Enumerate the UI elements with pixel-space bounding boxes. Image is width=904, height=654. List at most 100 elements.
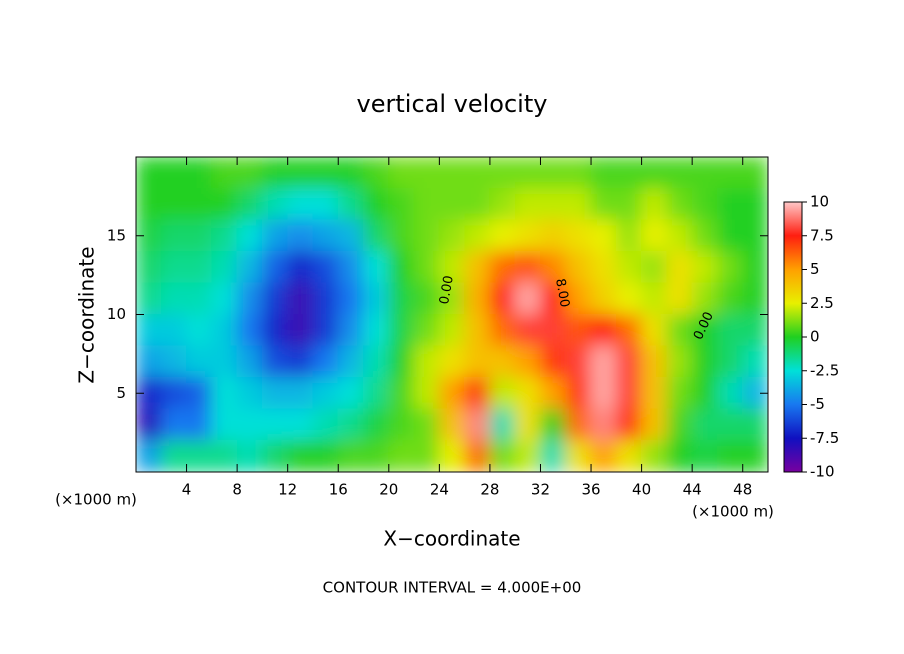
cell bbox=[287, 282, 314, 315]
colorbar-tick-label: 10 bbox=[810, 193, 829, 211]
cell bbox=[287, 377, 314, 410]
y-axis-label: Z−coordinate bbox=[75, 246, 99, 383]
cell bbox=[615, 345, 643, 378]
cell bbox=[413, 157, 440, 189]
cell bbox=[211, 314, 238, 347]
cell bbox=[742, 282, 768, 315]
cell bbox=[666, 219, 693, 252]
cell bbox=[312, 408, 339, 441]
cell bbox=[236, 345, 263, 378]
cell bbox=[236, 188, 263, 221]
cell bbox=[413, 377, 440, 410]
cell bbox=[539, 345, 567, 378]
colorbar-tick-label: -10 bbox=[810, 463, 835, 481]
cell bbox=[136, 251, 162, 284]
cell bbox=[160, 314, 188, 347]
cell bbox=[337, 251, 365, 284]
x-unit-label: (×1000 m) bbox=[55, 491, 137, 509]
cell bbox=[489, 408, 516, 441]
cell bbox=[186, 219, 213, 252]
cell bbox=[641, 251, 668, 284]
cell bbox=[539, 314, 567, 347]
cell bbox=[236, 314, 263, 347]
x-tick-label: 28 bbox=[480, 481, 499, 499]
cell bbox=[565, 219, 592, 252]
colorbar-tick-label: 2.5 bbox=[810, 294, 834, 312]
footer: CONTOUR INTERVAL = 4.000E+00 bbox=[323, 579, 582, 597]
cell bbox=[160, 157, 188, 189]
x-tick-label: 20 bbox=[379, 481, 398, 499]
cell bbox=[337, 219, 365, 252]
cell bbox=[514, 251, 541, 284]
x-unit-label: (×1000 m) bbox=[692, 503, 774, 521]
cell bbox=[388, 440, 415, 472]
cell bbox=[641, 219, 668, 252]
cell bbox=[539, 408, 567, 441]
cell bbox=[261, 251, 289, 284]
cell bbox=[666, 157, 693, 189]
cell bbox=[413, 282, 440, 315]
cell bbox=[691, 377, 718, 410]
cell bbox=[136, 440, 162, 472]
cell bbox=[641, 440, 668, 472]
y-tick-label: 10 bbox=[107, 305, 126, 323]
cell bbox=[691, 157, 718, 189]
cell bbox=[186, 345, 213, 378]
cell bbox=[337, 377, 365, 410]
cell bbox=[236, 440, 263, 472]
cell bbox=[136, 188, 162, 221]
cell bbox=[261, 188, 289, 221]
cell bbox=[312, 314, 339, 347]
cell bbox=[742, 314, 768, 347]
cell bbox=[236, 408, 263, 441]
cell bbox=[438, 440, 466, 472]
cell bbox=[438, 188, 466, 221]
field bbox=[136, 157, 768, 472]
cell bbox=[337, 314, 365, 347]
cell bbox=[337, 408, 365, 441]
cell bbox=[716, 188, 744, 221]
cell bbox=[565, 251, 592, 284]
cell bbox=[186, 377, 213, 410]
cell bbox=[413, 219, 440, 252]
cell bbox=[716, 282, 744, 315]
cell bbox=[691, 188, 718, 221]
cell bbox=[615, 314, 643, 347]
cell bbox=[136, 345, 162, 378]
cell bbox=[211, 440, 238, 472]
cell bbox=[716, 314, 744, 347]
cell bbox=[742, 440, 768, 472]
cell bbox=[590, 440, 617, 472]
cell bbox=[666, 408, 693, 441]
cell bbox=[489, 188, 516, 221]
cell bbox=[261, 345, 289, 378]
x-axis-label: X−coordinate bbox=[383, 527, 520, 551]
x-tick-label: 4 bbox=[182, 481, 192, 499]
cell bbox=[160, 188, 188, 221]
cell bbox=[691, 408, 718, 441]
cell bbox=[565, 314, 592, 347]
cell bbox=[691, 282, 718, 315]
cell bbox=[287, 345, 314, 378]
cell bbox=[666, 188, 693, 221]
cell bbox=[742, 251, 768, 284]
cell bbox=[565, 377, 592, 410]
cell bbox=[261, 314, 289, 347]
cell bbox=[363, 282, 390, 315]
cell bbox=[514, 157, 541, 189]
cell bbox=[742, 345, 768, 378]
cell bbox=[716, 440, 744, 472]
cell bbox=[211, 377, 238, 410]
cell bbox=[539, 188, 567, 221]
cell bbox=[742, 188, 768, 221]
cell bbox=[160, 345, 188, 378]
cell bbox=[312, 188, 339, 221]
cell bbox=[388, 188, 415, 221]
cell bbox=[363, 377, 390, 410]
cell bbox=[464, 188, 491, 221]
cell bbox=[489, 377, 516, 410]
cell bbox=[641, 282, 668, 315]
cell bbox=[287, 157, 314, 189]
cell bbox=[539, 440, 567, 472]
cell bbox=[565, 282, 592, 315]
